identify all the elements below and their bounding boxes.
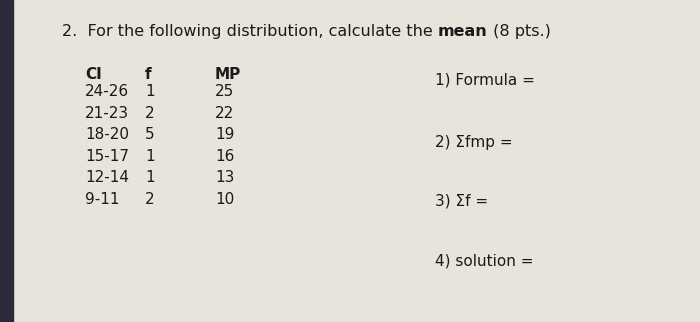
Text: 16: 16 <box>215 148 235 164</box>
Text: mean: mean <box>438 24 488 39</box>
Text: (8 pts.): (8 pts.) <box>488 24 550 39</box>
Text: 24-26: 24-26 <box>85 84 129 99</box>
Text: 22: 22 <box>215 106 235 120</box>
Text: 12-14: 12-14 <box>85 170 129 185</box>
Text: 15-17: 15-17 <box>85 148 129 164</box>
Text: 21-23: 21-23 <box>85 106 129 120</box>
Text: 1) Formula =: 1) Formula = <box>435 72 535 87</box>
Text: 3) Σf =: 3) Σf = <box>435 194 488 209</box>
Text: f: f <box>0 321 1 322</box>
Text: 1: 1 <box>145 148 155 164</box>
Text: CI: CI <box>85 67 102 82</box>
Text: 9-11: 9-11 <box>85 192 120 206</box>
Text: CI: CI <box>0 321 1 322</box>
Text: 2.  For the following distribution, calculate the: 2. For the following distribution, calcu… <box>62 24 438 39</box>
Text: 5: 5 <box>145 127 155 142</box>
Text: 2: 2 <box>145 106 155 120</box>
Text: MP: MP <box>0 321 1 322</box>
Text: 2) Σfmp =: 2) Σfmp = <box>435 135 512 150</box>
Text: 2: 2 <box>145 192 155 206</box>
Text: 13: 13 <box>215 170 235 185</box>
Text: 10: 10 <box>215 192 235 206</box>
Text: 1: 1 <box>145 170 155 185</box>
Text: MP: MP <box>215 67 242 82</box>
Text: 1: 1 <box>145 84 155 99</box>
Text: 18-20: 18-20 <box>85 127 129 142</box>
Text: 4) solution =: 4) solution = <box>435 254 533 269</box>
Text: 19: 19 <box>215 127 235 142</box>
Text: 25: 25 <box>215 84 235 99</box>
Text: f: f <box>145 67 152 82</box>
